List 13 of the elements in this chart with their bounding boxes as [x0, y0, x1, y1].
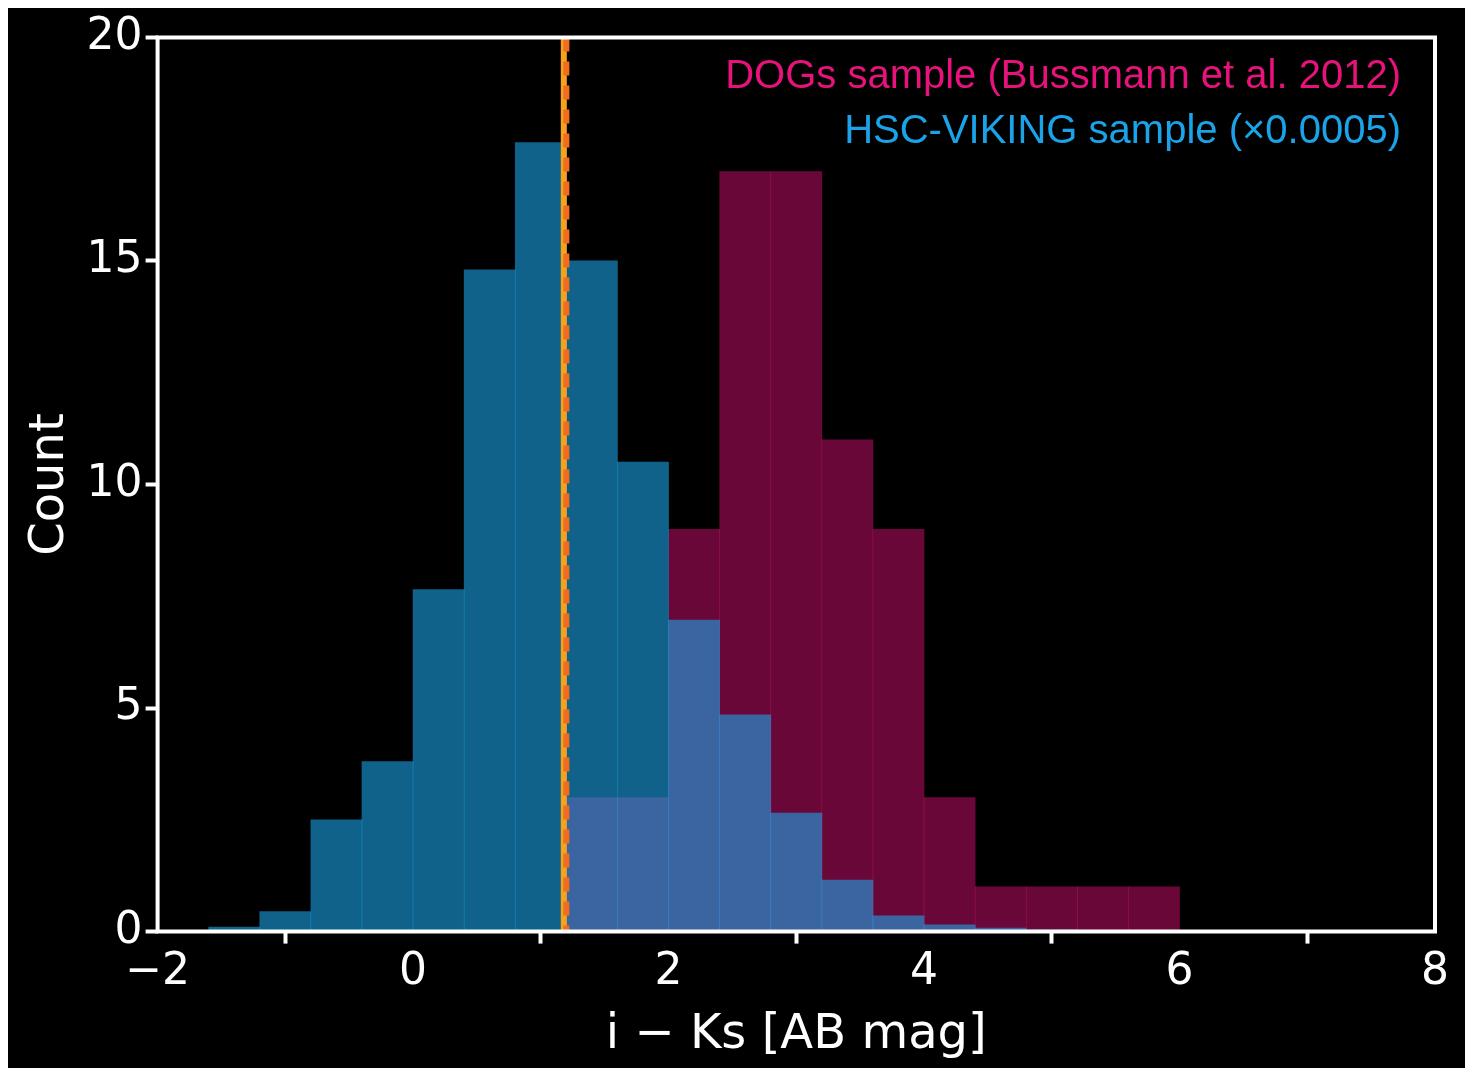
text: HSC-VIKING sample (×0.0005) [844, 107, 1401, 152]
x-tick-label: 4 [910, 943, 939, 995]
y-tick-label: 10 [86, 454, 143, 506]
y-tick-label: 15 [86, 231, 143, 283]
x-tick-label: 6 [1165, 943, 1194, 995]
x-tick-label: 2 [654, 943, 683, 995]
y-tick-label: 20 [86, 7, 143, 59]
x-tick-label: 0 [399, 943, 428, 995]
x-tick-label: 8 [1421, 943, 1449, 995]
series-label: DOGs sample (Bussmann et al. 2012) [725, 52, 1401, 97]
y-tick-label: 5 [114, 678, 143, 730]
x-axis-title: i − Ks [AB mag] [605, 1002, 987, 1059]
y-axis-title: Count [18, 413, 75, 556]
